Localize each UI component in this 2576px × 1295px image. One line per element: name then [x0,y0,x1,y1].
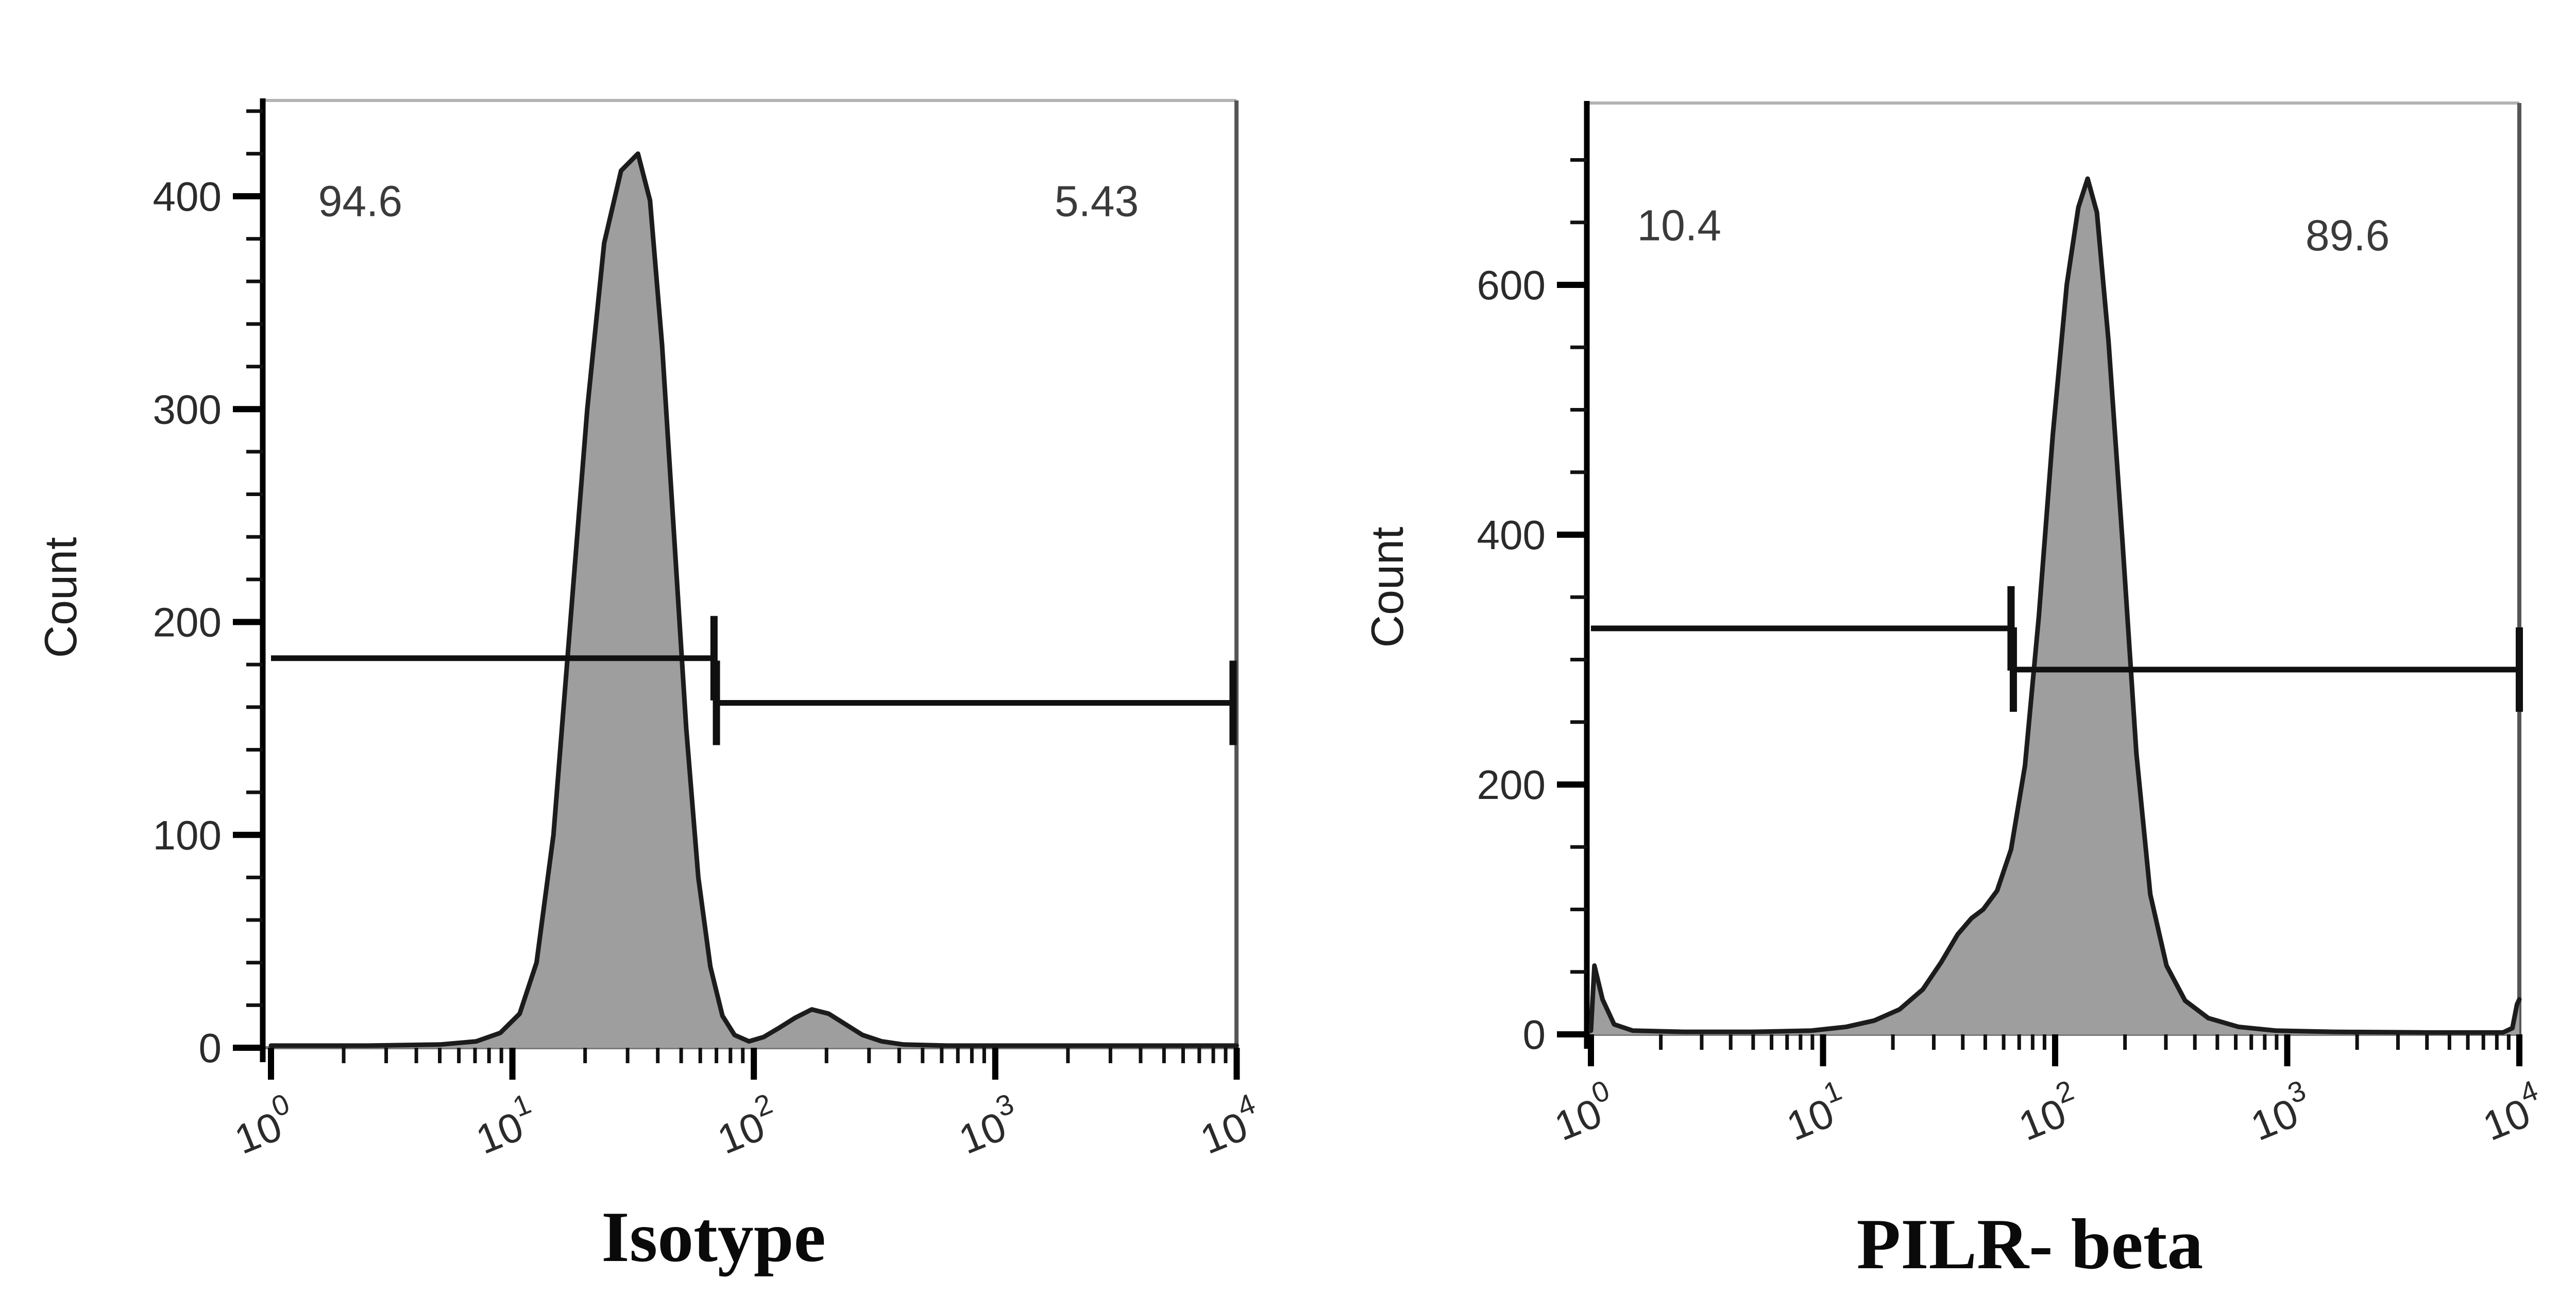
x-tick-label: 100 [1544,1074,1623,1149]
x-tick-label: 103 [948,1087,1027,1163]
gate-percentage-label: 10.4 [1637,201,1721,250]
histogram-outline [268,151,1239,1048]
y-tick-label: 400 [153,174,222,219]
y-tick-label: 400 [1477,512,1546,558]
x-tick-label: 101 [466,1087,545,1163]
gate-percentage-label: 89.6 [2306,211,2390,260]
y-axis-label: Count [1362,527,1413,648]
gate-negative: 94.6 [271,177,718,701]
gate-negative: 10.4 [1591,201,2015,671]
panel-title: PILR- beta [1857,1204,2204,1284]
gate-positive: 5.43 [713,177,1237,745]
x-tick-label: 102 [2008,1074,2087,1149]
y-tick-label: 200 [153,600,222,645]
y-tick-label: 200 [1477,762,1546,808]
histogram-fill [271,154,1237,1048]
gate-percentage-label: 94.6 [318,177,403,225]
x-tick-label: 104 [1190,1087,1269,1163]
y-tick-label: 100 [153,812,222,858]
panel-title: Isotype [601,1197,826,1277]
x-tick-label: 100 [224,1087,303,1163]
y-tick-label: 300 [153,386,222,432]
y-axis-label: Count [35,537,86,658]
x-tick-label: 102 [707,1087,786,1163]
x-tick-label: 101 [1776,1074,1855,1149]
y-tick-label: 600 [1477,262,1546,308]
histogram-outline [1588,176,2522,1035]
gate-positive: 89.6 [2009,211,2523,712]
panel-pilr-beta: 0 200 400 600 100 101 102 103 104 10.4 89.6 Count PI… [1362,101,2551,1284]
x-tick-label: 104 [2472,1074,2551,1149]
histogram-fill [1591,178,2519,1034]
gate-percentage-label: 5.43 [1055,177,1139,225]
y-tick-label: 0 [1523,1012,1546,1058]
x-tick-label: 103 [2241,1074,2319,1149]
y-tick-label: 0 [199,1025,222,1071]
